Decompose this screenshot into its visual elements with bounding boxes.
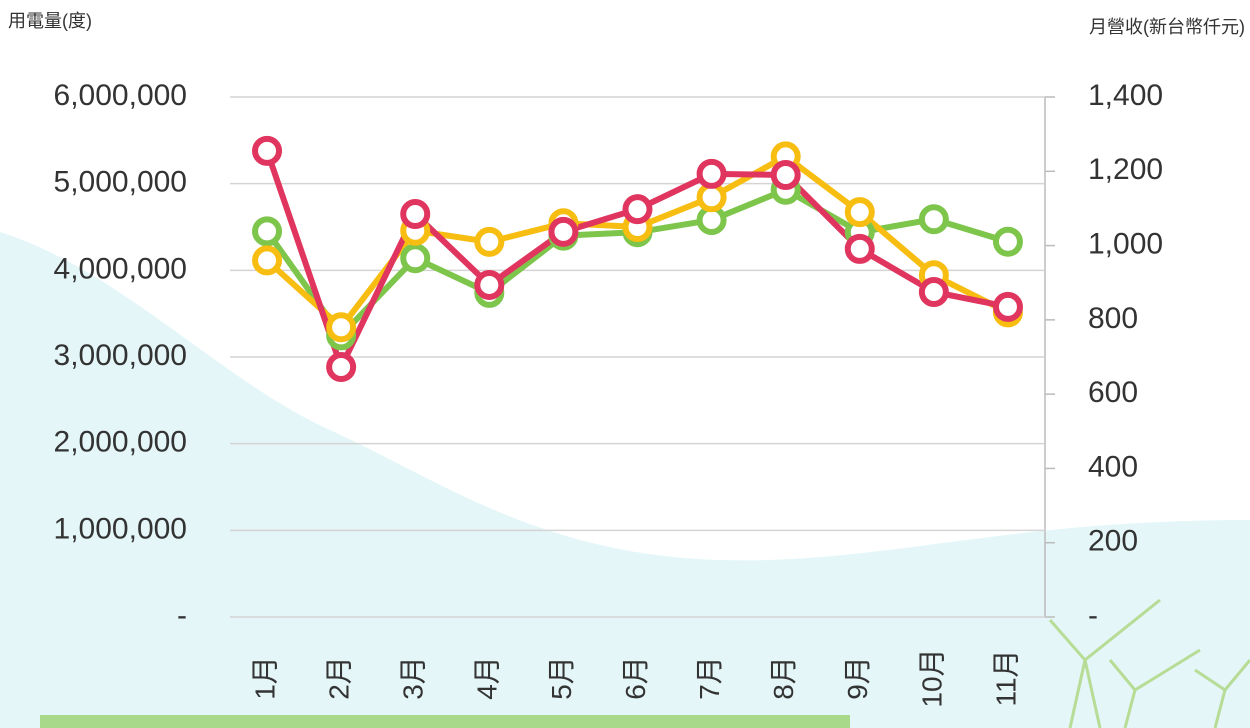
chart: 用電量(度) 月營收(新台幣仟元) - 1,000,000 2,000,000 3,0… [0,0,1250,728]
x-tick-label: 11月 [990,649,1021,706]
y2-tick-label: 600 [1088,376,1138,409]
data-point [700,162,724,186]
x-tick-label: 9月 [842,656,873,700]
data-point [255,248,279,272]
data-point [996,230,1020,254]
x-tick-label: 5月 [546,656,577,700]
data-point [255,219,279,243]
y-tick-label: - [177,599,187,632]
y2-axis-title: 月營收(新台幣仟元) [1089,17,1245,37]
data-point [255,139,279,163]
x-tick-label: 4月 [472,656,503,700]
x-tick-label: 3月 [398,656,429,700]
y-tick-label: 1,000,000 [54,512,187,545]
y2-tick-label: 400 [1088,450,1138,483]
data-point [700,185,724,209]
y2-tick-label: 800 [1088,302,1138,335]
data-point [329,355,353,379]
y2-tick-label: 1,400 [1088,79,1163,112]
y-tick-label: 6,000,000 [54,79,187,112]
y2-tick-label: 200 [1088,525,1138,558]
data-point [626,197,650,221]
x-tick-label: 10月 [916,648,947,707]
data-point [848,200,872,224]
x-tick-label: 6月 [620,656,651,700]
x-tick-label: 2月 [324,656,355,700]
y-tick-label: 3,000,000 [54,339,187,372]
data-point [922,207,946,231]
data-point [848,237,872,261]
data-point [477,230,501,254]
data-point [403,202,427,226]
x-tick-label: 8月 [768,656,799,700]
data-point [774,163,798,187]
x-tick-label: 1月 [249,656,280,700]
y-axis-title: 用電量(度) [8,11,92,31]
data-point [996,295,1020,319]
y-tick-label: 2,000,000 [54,426,187,459]
page: {"chart_data": {"type": "line", "y_title… [0,0,1250,728]
footer-bar [40,715,850,728]
y2-tick-label: 1,000 [1088,227,1163,260]
data-point [477,273,501,297]
background-wave [0,232,1250,728]
x-tick-label: 7月 [694,656,725,700]
data-point [922,280,946,304]
data-point [329,315,353,339]
y2-tick-label: 1,200 [1088,153,1163,186]
y2-tick-label: - [1088,599,1098,632]
data-point [551,220,575,244]
data-point [403,246,427,270]
y-tick-label: 5,000,000 [54,166,187,199]
y-tick-label: 4,000,000 [54,252,187,285]
